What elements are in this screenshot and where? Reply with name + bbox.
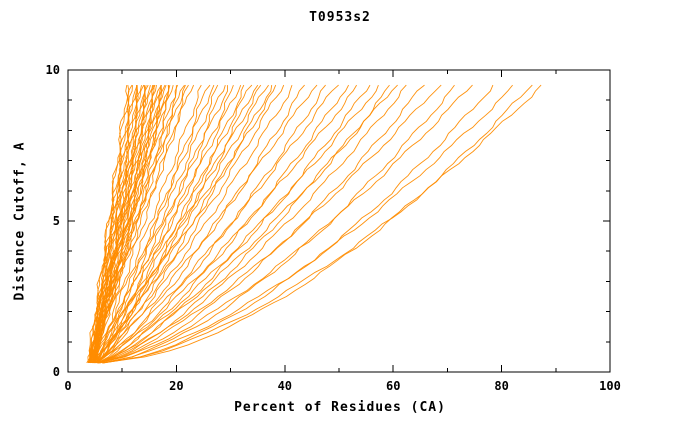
model-curve [102,84,533,364]
x-tick-label: 0 [64,379,71,393]
model-curve [94,84,179,363]
model-curve [92,85,155,364]
model-curve [91,84,269,364]
model-curve [98,84,326,364]
model-curve [88,85,130,364]
model-curve [95,85,228,364]
model-curve [96,84,305,364]
model-curve [90,84,171,364]
model-curve [94,84,242,364]
model-curve [98,84,349,364]
model-curve [91,84,147,364]
model-curve [92,84,149,363]
x-tick-label: 100 [599,379,621,393]
model-curve [94,84,259,364]
model-curve [96,84,234,364]
y-tick-label: 10 [46,63,60,77]
model-curve [99,84,407,364]
chart-title: T0953s2 [309,10,371,25]
model-curve [102,84,455,364]
y-tick-label: 0 [53,365,60,379]
model-curve [93,84,186,364]
model-curve [89,85,162,364]
plot-frame [67,69,611,373]
model-curve [91,84,253,364]
model-curve [100,84,390,364]
model-curve [97,84,371,364]
model-curve [97,84,262,364]
model-curve [93,84,202,364]
model-curve [99,84,379,364]
x-tick-label: 80 [494,379,508,393]
model-curve [97,84,357,364]
x-tick-label: 40 [278,379,292,393]
model-curve [98,84,425,364]
model-curve [93,84,189,364]
model-curve [103,84,542,364]
model-curve [95,84,277,364]
model-curve [94,84,318,364]
model-curve [87,84,145,363]
model-curve [95,84,285,364]
model-curve [95,84,215,364]
model-curve [93,84,339,364]
y-tick-label: 5 [53,214,60,228]
x-axis-label: Percent of Residues (CA) [234,400,446,415]
x-tick-label: 20 [169,379,183,393]
model-curve [93,85,177,363]
model-curve [98,84,473,364]
model-curve [102,84,513,364]
model-curve [103,84,494,364]
model-curve [91,85,138,363]
model-curve [92,84,167,363]
model-curve [98,84,442,364]
model-curve [96,84,398,364]
x-tick-label: 60 [386,379,400,393]
